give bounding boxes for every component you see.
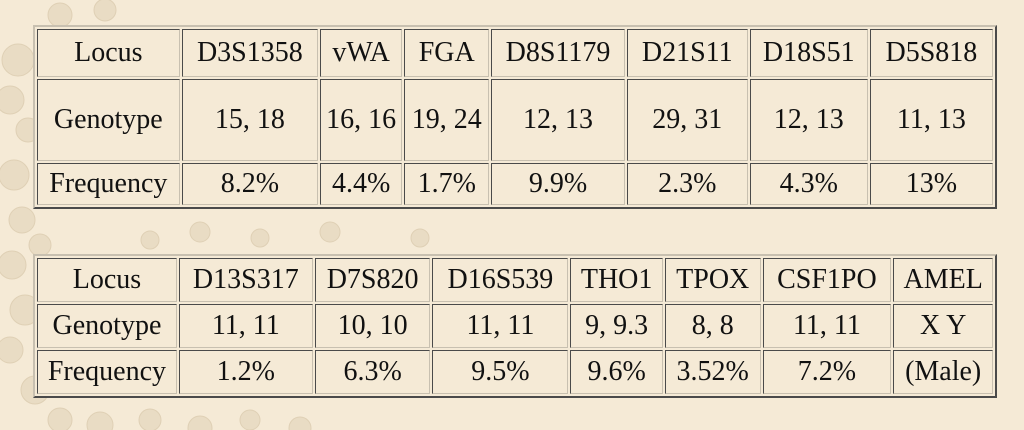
genotype-cell: 11, 11	[762, 304, 892, 348]
genotype-cell: 19, 24	[404, 79, 490, 161]
locus-cell: D8S1179	[491, 29, 625, 77]
locus-cell: THO1	[570, 258, 663, 302]
locus-cell: D7S820	[314, 258, 431, 302]
locus-cell: D13S317	[178, 258, 313, 302]
genotype-cell: 12, 13	[749, 79, 868, 161]
frequency-cell: 6.3%	[314, 350, 431, 394]
frequency-cell: 7.2%	[762, 350, 892, 394]
frequency-cell: 8.2%	[181, 163, 319, 205]
genotype-cell: 15, 18	[181, 79, 319, 161]
locus-cell: FGA	[404, 29, 490, 77]
genotype-cell: 11, 11	[432, 304, 569, 348]
frequency-cell: 9.6%	[570, 350, 663, 394]
frequency-cell: 4.3%	[749, 163, 868, 205]
str-table-1: Locus D3S1358 vWA FGA D8S1179 D21S11 D18…	[33, 25, 997, 209]
genotype-cell: 29, 31	[626, 79, 748, 161]
locus-cell: D5S818	[869, 29, 993, 77]
genotype-row: Genotype 15, 18 16, 16 19, 24 12, 13 29,…	[37, 79, 993, 161]
frequency-cell: 4.4%	[320, 163, 403, 205]
frequency-cell: 13%	[869, 163, 993, 205]
row-label-frequency: Frequency	[37, 350, 177, 394]
frequency-cell: 3.52%	[664, 350, 761, 394]
row-label-frequency: Frequency	[37, 163, 180, 205]
genotype-cell: 16, 16	[320, 79, 403, 161]
locus-cell: D3S1358	[181, 29, 319, 77]
locus-cell: TPOX	[664, 258, 761, 302]
genotype-cell: 8, 8	[664, 304, 761, 348]
row-label-genotype: Genotype	[37, 79, 180, 161]
locus-cell: D18S51	[749, 29, 868, 77]
frequency-row: Frequency 8.2% 4.4% 1.7% 9.9% 2.3% 4.3% …	[37, 163, 993, 205]
genotype-cell: 12, 13	[491, 79, 625, 161]
frequency-cell: (Male)	[893, 350, 993, 394]
frequency-cell: 1.2%	[178, 350, 313, 394]
locus-cell: AMEL	[893, 258, 993, 302]
locus-cell: D21S11	[626, 29, 748, 77]
locus-cell: vWA	[320, 29, 403, 77]
locus-row: Locus D13S317 D7S820 D16S539 THO1 TPOX C…	[37, 258, 993, 302]
frequency-cell: 2.3%	[626, 163, 748, 205]
locus-cell: CSF1PO	[762, 258, 892, 302]
genotype-cell: X Y	[893, 304, 993, 348]
row-label-genotype: Genotype	[37, 304, 177, 348]
genotype-cell: 10, 10	[314, 304, 431, 348]
locus-cell: D16S539	[432, 258, 569, 302]
frequency-cell: 1.7%	[404, 163, 490, 205]
frequency-cell: 9.9%	[491, 163, 625, 205]
frequency-row: Frequency 1.2% 6.3% 9.5% 9.6% 3.52% 7.2%…	[37, 350, 993, 394]
row-label-locus: Locus	[37, 258, 177, 302]
genotype-cell: 9, 9.3	[570, 304, 663, 348]
frequency-cell: 9.5%	[432, 350, 569, 394]
row-label-locus: Locus	[37, 29, 180, 77]
locus-row: Locus D3S1358 vWA FGA D8S1179 D21S11 D18…	[37, 29, 993, 77]
genotype-cell: 11, 13	[869, 79, 993, 161]
str-table-2: Locus D13S317 D7S820 D16S539 THO1 TPOX C…	[33, 254, 997, 398]
genotype-cell: 11, 11	[178, 304, 313, 348]
genotype-row: Genotype 11, 11 10, 10 11, 11 9, 9.3 8, …	[37, 304, 993, 348]
